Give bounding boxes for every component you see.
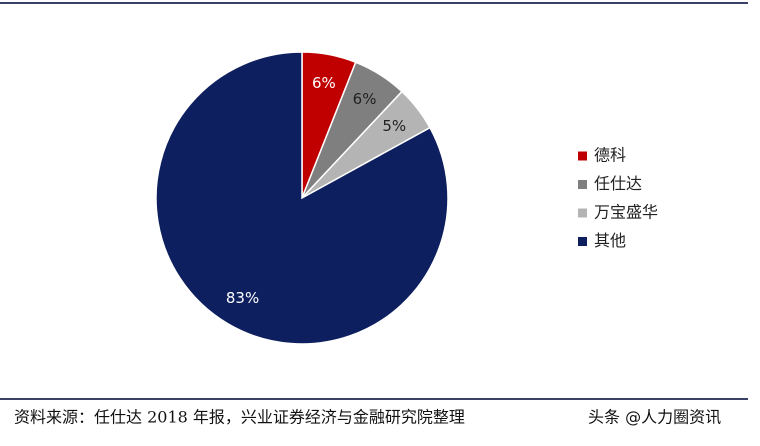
legend-label: 任仕达 — [594, 174, 642, 193]
legend-label: 万宝盛华 — [594, 203, 658, 222]
legend-swatch — [578, 180, 587, 189]
watermark: 头条 @人力圈资讯 — [588, 408, 721, 427]
legend-swatch — [578, 237, 587, 246]
pie-slice — [155, 51, 449, 345]
source-note: 资料来源：任仕达 2018 年报，兴业证券经济与金融研究院整理 — [14, 408, 465, 427]
legend-swatch — [578, 208, 587, 218]
legend-label: 其他 — [594, 231, 626, 250]
legend-label: 德科 — [594, 146, 626, 165]
slice-label: 5% — [382, 117, 406, 135]
slice-label: 6% — [353, 90, 377, 108]
legend-swatch — [578, 151, 587, 161]
watermark-bg — [585, 404, 755, 432]
slice-label: 83% — [226, 289, 259, 307]
slice-label: 6% — [312, 74, 336, 92]
